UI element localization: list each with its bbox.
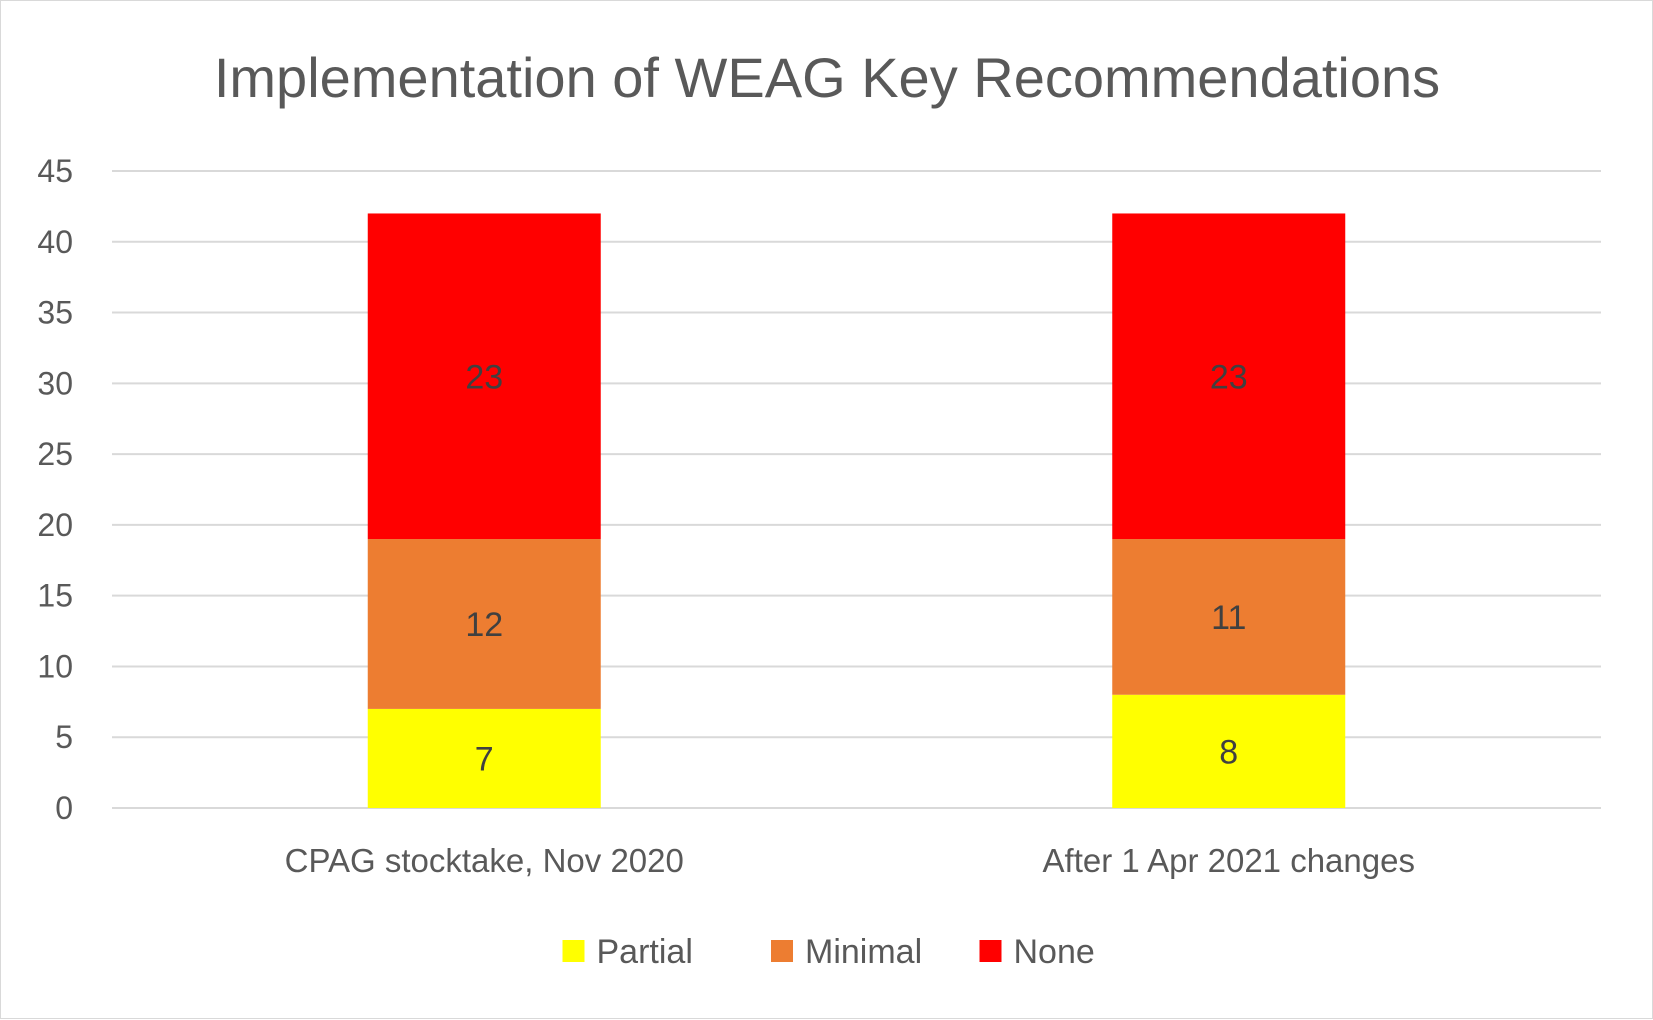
legend-swatch-none — [979, 940, 1002, 962]
legend: Partial Minimal None — [562, 933, 1095, 971]
legend-swatch-partial — [562, 940, 585, 962]
bar-partial-1 — [1112, 694, 1346, 808]
legend-label-minimal: Minimal — [805, 933, 922, 971]
y-tick-label-35: 35 — [37, 295, 73, 331]
legend-label-partial: Partial — [597, 933, 693, 971]
bars — [367, 213, 1346, 808]
y-tick-label-5: 5 — [55, 719, 73, 755]
chart-title: Implementation of WEAG Key Recommendatio… — [214, 46, 1440, 109]
y-tick-label-0: 0 — [55, 790, 73, 826]
bar-partial-0 — [367, 708, 601, 808]
legend-swatch-minimal — [771, 940, 793, 962]
y-tick-label-25: 25 — [37, 436, 73, 472]
bar-none-1 — [1112, 213, 1346, 540]
y-tick-label-15: 15 — [37, 578, 73, 614]
x-category-label-0: CPAG stocktake, Nov 2020 — [285, 842, 684, 879]
x-axis-category-labels: CPAG stocktake, Nov 2020 After 1 Apr 2021… — [285, 842, 1415, 879]
data-label-partial-0: 7 — [475, 740, 494, 778]
y-axis-tick-labels: 0 5 10 15 20 25 30 35 40 45 — [37, 153, 73, 826]
y-tick-label-20: 20 — [37, 507, 73, 543]
bar-minimal-0 — [367, 539, 601, 709]
y-tick-label-30: 30 — [37, 365, 73, 401]
y-tick-label-40: 40 — [37, 224, 73, 260]
gridlines — [112, 170, 1601, 809]
data-label-minimal-0: 12 — [465, 606, 503, 644]
y-tick-label-45: 45 — [37, 153, 73, 189]
y-tick-label-10: 10 — [37, 648, 73, 684]
x-category-label-1: After 1 Apr 2021 changes — [1043, 842, 1415, 879]
data-label-partial-1: 8 — [1219, 733, 1238, 771]
data-label-none-0: 23 — [465, 358, 503, 396]
data-labels: 7 12 23 8 11 23 — [465, 358, 1247, 778]
bar-minimal-1 — [1112, 539, 1346, 695]
bar-none-0 — [367, 213, 601, 540]
data-label-none-1: 23 — [1210, 358, 1248, 396]
legend-label-none: None — [1014, 933, 1095, 971]
data-label-minimal-1: 11 — [1211, 599, 1246, 637]
